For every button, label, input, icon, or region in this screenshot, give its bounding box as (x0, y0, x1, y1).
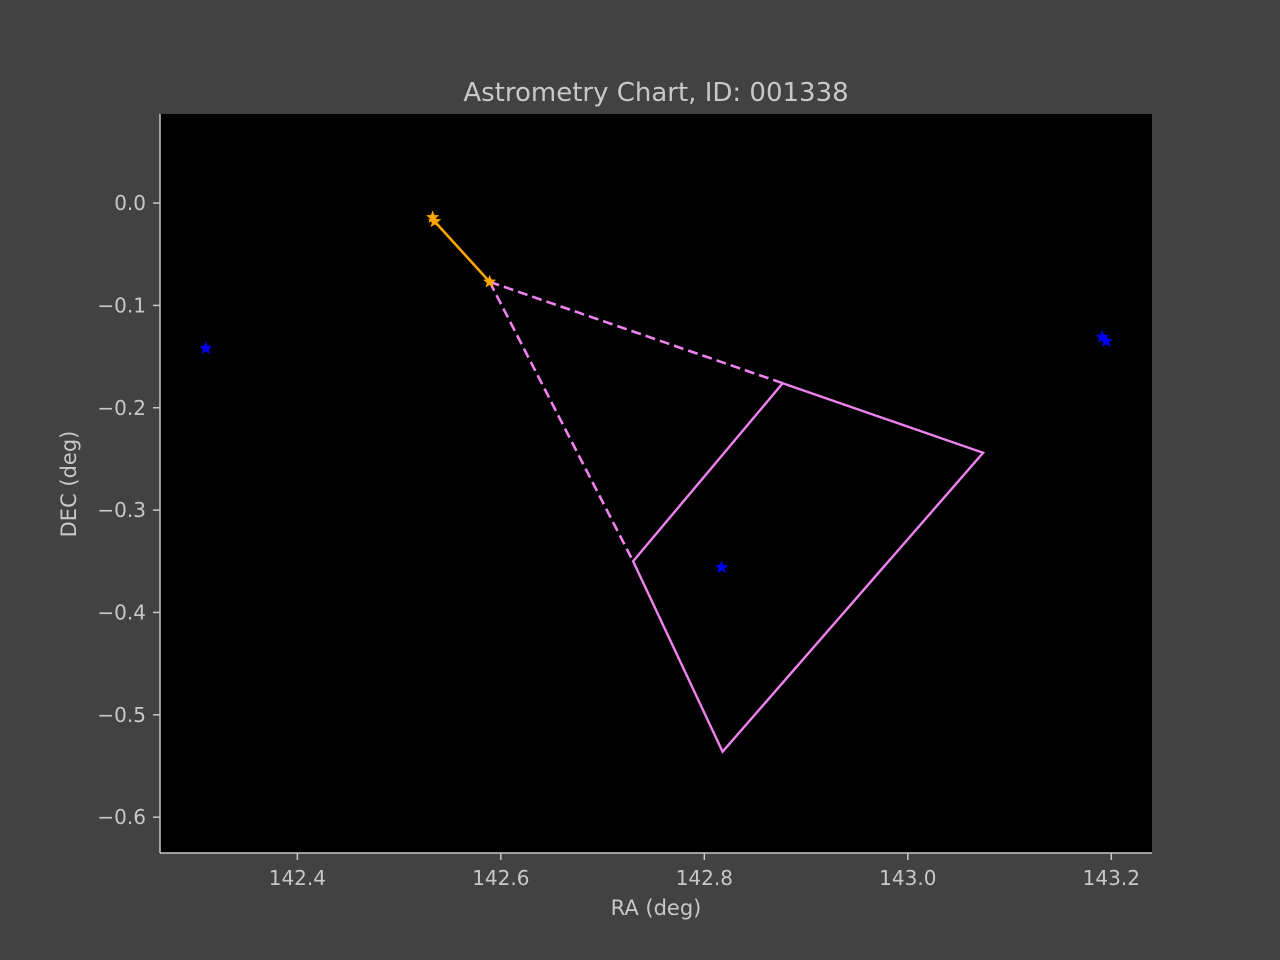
track-layer (426, 210, 497, 288)
y-tick-label: −0.6 (97, 805, 146, 829)
y-ticks: 0.0 −0.1 −0.2 −0.3 −0.4 −0.5 −0.6 (97, 191, 160, 829)
field-of-view-dashed-line-1 (489, 280, 784, 385)
chart-title: Astrometry Chart, ID: 001338 (463, 78, 848, 108)
plot-area (160, 114, 1152, 853)
x-axis-label: RA (deg) (611, 896, 702, 920)
stars-layer (199, 330, 1113, 574)
track-point-3 (482, 274, 497, 288)
x-tick-label: 142.8 (676, 866, 733, 890)
field-of-view-dashed-line-2 (488, 281, 635, 562)
star-point-3 (1095, 330, 1109, 343)
track-point-1 (426, 210, 440, 224)
field-of-view-polygon (631, 381, 986, 754)
star-point-4 (1099, 334, 1113, 347)
x-tick-label: 142.6 (472, 866, 529, 890)
x-tick-label: 143.2 (1083, 866, 1140, 890)
y-axis-label: DEC (deg) (57, 431, 81, 538)
y-tick-label: −0.1 (97, 293, 146, 317)
y-tick-label: −0.4 (97, 600, 146, 624)
x-tick-label: 142.4 (269, 866, 326, 890)
x-ticks: 142.4 142.6 142.8 143.0 143.2 (269, 853, 1140, 890)
track-point-2 (428, 214, 442, 228)
x-tick-label: 143.0 (879, 866, 936, 890)
star-point-1 (199, 341, 213, 355)
y-tick-label: −0.5 (97, 703, 146, 727)
y-tick-label: −0.3 (97, 498, 146, 522)
star-point-2 (714, 560, 729, 574)
y-tick-label: 0.0 (114, 191, 146, 215)
y-tick-label: −0.2 (97, 396, 146, 420)
field-of-view-layer (488, 280, 986, 754)
